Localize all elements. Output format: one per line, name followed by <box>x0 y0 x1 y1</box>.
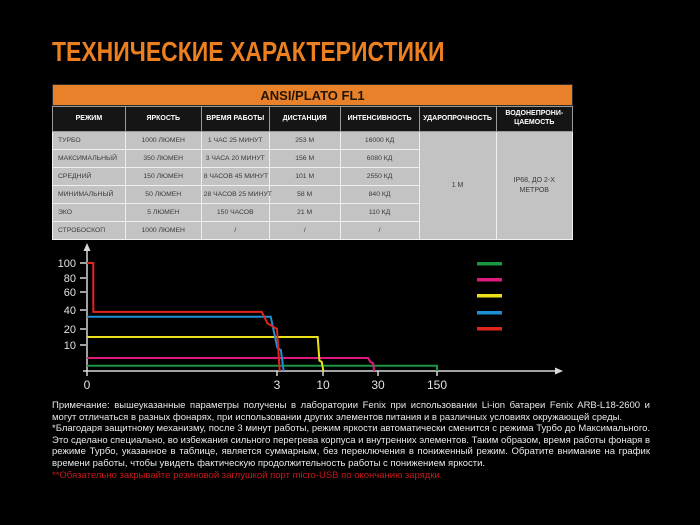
table-header-cell: ВРЕМЯ РАБОТЫ <box>200 106 270 132</box>
series-line-mid <box>87 336 325 372</box>
table-cell: 150 ЧАСОВ <box>200 203 270 222</box>
table-cell: 16000 КД <box>339 131 420 150</box>
legend-swatch-mid <box>477 294 502 298</box>
notes-block: Примечание: вышеуказанные параметры полу… <box>52 400 650 481</box>
page-title: ТЕХНИЧЕСКИЕ ХАРАКТЕРИСТИКИ <box>52 36 445 67</box>
x-tick-label: 10 <box>316 378 330 392</box>
table-cell: 8 ЧАСОВ 45 МИНУТ <box>200 167 270 186</box>
table-cell: 253 М <box>268 131 341 150</box>
table-row: ТУРБО 1000 ЛЮМЕН 1 ЧАС 25 МИНУТ 253 М 16000 … <box>52 131 574 240</box>
table-row: ЭКО 5 ЛЮМЕН 150 ЧАСОВ 21 М 110 КД <box>52 203 573 222</box>
y-tick-label: 100 <box>58 258 76 270</box>
table-cell: 101 М <box>268 167 341 186</box>
table-header-cell: УДАРОПРОЧНОСТЬ <box>418 106 497 132</box>
table-header-cell: ВОДОНЕПРОНИ-ЦАЕМОСТЬ <box>495 106 574 132</box>
table-cell: СТРОБОСКОП <box>52 221 126 240</box>
y-tick-label: 80 <box>64 273 76 285</box>
note-lab-conditions: Примечание: вышеуказанные параметры полу… <box>52 400 650 423</box>
table-cell: 6080 КД <box>339 149 420 168</box>
table-cell: 110 КД <box>339 203 420 222</box>
table-cell: 1 ЧАС 25 МИНУТ <box>200 131 270 150</box>
series-line-max <box>87 315 285 372</box>
note-turbo-stepdown: *Благодаря защитному механизму, после 3 … <box>52 423 650 469</box>
table-cell: 840 КД <box>339 185 420 204</box>
table-cell: 2550 КД <box>339 167 420 186</box>
ansi-plato-banner: ANSI/PLATO FL1 <box>52 84 573 106</box>
y-axis-arrow <box>83 243 91 251</box>
table-cell: ЭКО <box>52 203 126 222</box>
table-cell: 1000 ЛЮМЕН <box>124 221 202 240</box>
table-cell: / <box>268 221 341 240</box>
x-tick-label: 0 <box>84 378 91 392</box>
table-cell: МАКСИМАЛЬНЫЙ <box>52 149 126 168</box>
table-cell: ТУРБО <box>52 131 126 150</box>
spec-table-body: ТУРБО 1000 ЛЮМЕН 1 ЧАС 25 МИНУТ 253 М 16000 … <box>52 131 574 240</box>
table-cell: / <box>339 221 420 240</box>
legend-swatch-eco <box>477 262 502 266</box>
table-row: СТРОБОСКОП 1000 ЛЮМЕН / / / <box>52 221 573 240</box>
table-cell: 21 М <box>268 203 341 222</box>
table-header-cell: ЯРКОСТЬ <box>124 106 202 132</box>
table-header-cell: РЕЖИМ <box>52 106 126 132</box>
series-line-turbo <box>87 262 281 372</box>
table-cell: 156 М <box>268 149 341 168</box>
y-tick-label: 60 <box>64 287 76 299</box>
table-cell: 3 ЧАСА 20 МИНУТ <box>200 149 270 168</box>
x-tick-label: 30 <box>371 378 385 392</box>
waterproofness-cell: IP68, ДО 2-Х МЕТРОВ <box>495 131 574 240</box>
series-line-eco <box>87 364 438 371</box>
table-row: МИНИМАЛЬНЫЙ 50 ЛЮМЕН 28 ЧАСОВ 25 МИНУТ 58 М… <box>52 185 573 204</box>
spec-table: РЕЖИМ ЯРКОСТЬ ВРЕМЯ РАБОТЫ ДИСТАНЦИЯ ИНТЕНСИ… <box>52 106 574 240</box>
table-header-cell: ИНТЕНСИВНОСТЬ <box>339 106 420 132</box>
y-tick-label: 40 <box>64 305 76 317</box>
x-tick-label: 150 <box>427 378 447 392</box>
table-cell: МИНИМАЛЬНЫЙ <box>52 185 126 204</box>
impact-resistance-cell: 1 М <box>418 131 497 240</box>
legend-swatch-max <box>477 311 502 315</box>
table-cell: 50 ЛЮМЕН <box>124 185 202 204</box>
series-line-min <box>87 357 376 372</box>
y-tick-label: 10 <box>64 340 76 352</box>
spec-table-head: РЕЖИМ ЯРКОСТЬ ВРЕМЯ РАБОТЫ ДИСТАНЦИЯ ИНТЕНСИ… <box>52 106 574 132</box>
table-cell: 350 ЛЮМЕН <box>124 149 202 168</box>
table-cell: 150 ЛЮМЕН <box>124 167 202 186</box>
note-usb-warning: **Обязательно закрывайте резиновой заглу… <box>52 469 443 481</box>
y-tick-label: 20 <box>64 324 76 336</box>
x-tick-label: 3 <box>274 378 281 392</box>
table-cell: 1000 ЛЮМЕН <box>124 131 202 150</box>
table-cell: 58 М <box>268 185 341 204</box>
x-axis-arrow <box>555 367 563 375</box>
table-header-cell: ДИСТАНЦИЯ <box>268 106 341 132</box>
legend-swatch-min <box>477 278 502 282</box>
spec-table-wrap: РЕЖИМ ЯРКОСТЬ ВРЕМЯ РАБОТЫ ДИСТАНЦИЯ ИНТЕНСИ… <box>52 106 574 240</box>
legend-swatch-turbo <box>477 327 502 331</box>
table-cell: 5 ЛЮМЕН <box>124 203 202 222</box>
table-cell: 28 ЧАСОВ 25 МИНУТ <box>200 185 272 204</box>
table-row: СРЕДНИЙ 150 ЛЮМЕН 8 ЧАСОВ 45 МИНУТ 101 М 255… <box>52 167 573 186</box>
table-cell: СРЕДНИЙ <box>52 167 126 186</box>
table-header-row: РЕЖИМ ЯРКОСТЬ ВРЕМЯ РАБОТЫ ДИСТАНЦИЯ ИНТЕНСИ… <box>52 106 574 132</box>
table-cell: / <box>200 221 270 240</box>
